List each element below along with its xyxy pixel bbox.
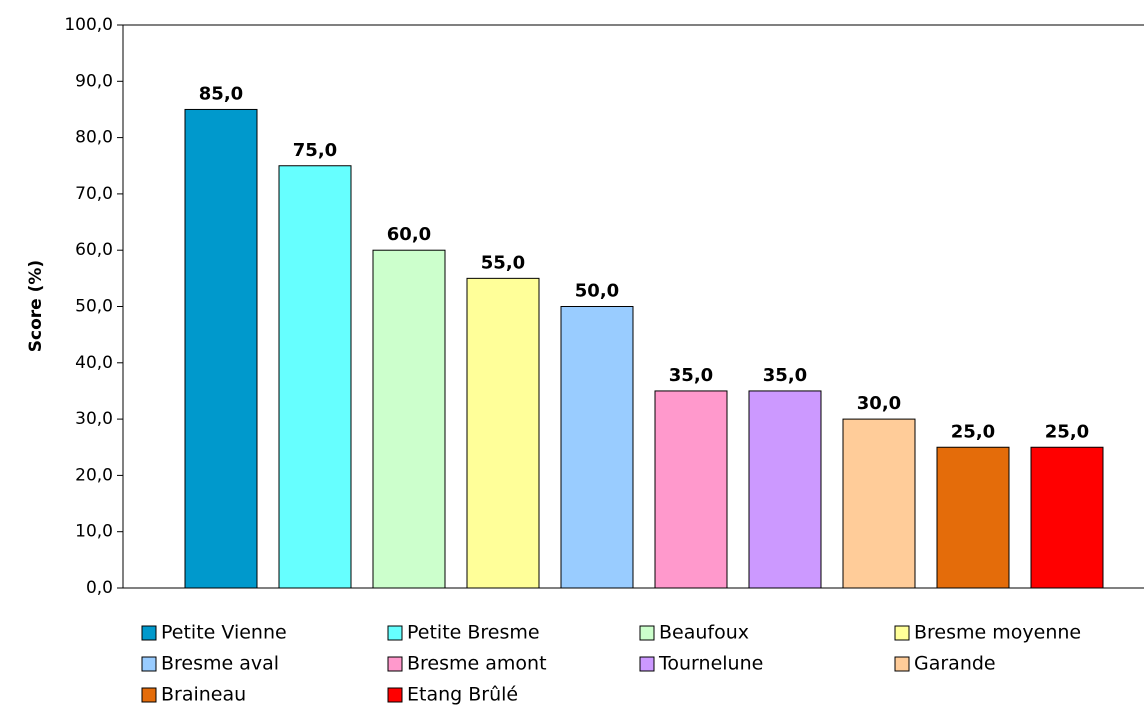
value-label: 55,0 <box>481 252 525 273</box>
legend-label: Tournelune <box>658 653 763 675</box>
value-label: 25,0 <box>951 421 995 442</box>
y-tick-label: 100,0 <box>64 15 113 35</box>
y-tick-label: 80,0 <box>75 128 113 148</box>
legend-label: Garande <box>914 653 996 675</box>
bar <box>278 165 352 589</box>
y-axis-label: Score (%) <box>26 260 46 352</box>
legend-label: Braineau <box>161 684 246 706</box>
legend-swatch <box>387 687 403 703</box>
value-label: 25,0 <box>1045 421 1089 442</box>
legend-label: Bresme aval <box>161 653 279 675</box>
bar <box>1030 446 1104 589</box>
legend-label: Petite Vienne <box>161 622 287 644</box>
legend-swatch <box>387 656 403 672</box>
value-label: 75,0 <box>293 140 337 161</box>
value-label: 35,0 <box>763 365 807 386</box>
y-tick-label: 10,0 <box>75 522 113 542</box>
bar <box>654 390 728 589</box>
bar <box>936 446 1010 589</box>
value-label: 30,0 <box>857 393 901 414</box>
legend-swatch <box>894 656 910 672</box>
legend-label: Etang Brûlé <box>407 684 518 706</box>
legend-swatch <box>141 656 157 672</box>
y-tick-label: 70,0 <box>75 184 113 204</box>
legend-label: Bresme amont <box>407 653 547 675</box>
value-label: 35,0 <box>669 365 713 386</box>
bar <box>748 390 822 589</box>
bar <box>842 418 916 589</box>
bar <box>184 108 258 589</box>
legend-label: Beaufoux <box>659 622 749 644</box>
legend-swatch <box>141 625 157 641</box>
legend-swatch <box>141 687 157 703</box>
value-label: 60,0 <box>387 224 431 245</box>
legend-label: Bresme moyenne <box>914 622 1081 644</box>
bar <box>560 306 634 589</box>
y-tick-label: 20,0 <box>75 465 113 485</box>
legend-swatch <box>894 625 910 641</box>
y-tick-label: 0,0 <box>86 578 113 598</box>
legend-swatch <box>639 656 655 672</box>
y-tick-label: 60,0 <box>75 240 113 260</box>
legend-label: Petite Bresme <box>407 622 540 644</box>
value-label: 85,0 <box>199 83 243 104</box>
y-tick-label: 40,0 <box>75 353 113 373</box>
bar <box>466 277 540 589</box>
y-tick-label: 90,0 <box>75 71 113 91</box>
y-tick-label: 30,0 <box>75 409 113 429</box>
legend-swatch <box>639 625 655 641</box>
value-label: 50,0 <box>575 281 619 302</box>
y-tick-label: 50,0 <box>75 297 113 317</box>
bar <box>372 249 446 589</box>
legend-swatch <box>387 625 403 641</box>
